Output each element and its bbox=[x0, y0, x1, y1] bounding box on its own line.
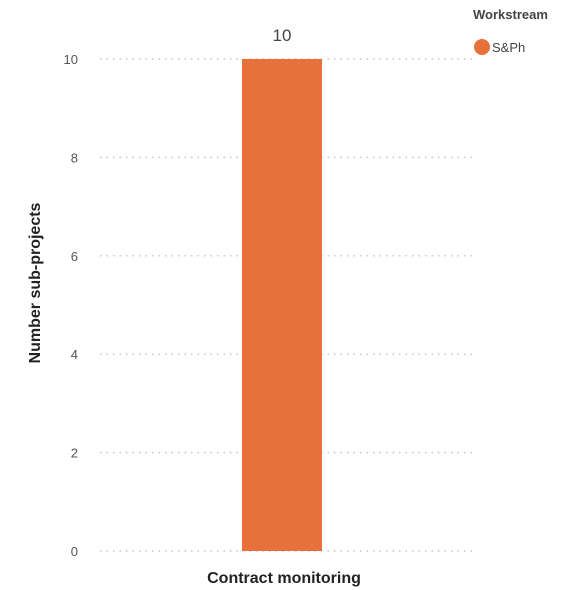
data-label: 10 bbox=[273, 26, 292, 45]
legend-item-label[interactable]: S&Ph bbox=[492, 40, 525, 55]
bars bbox=[242, 59, 322, 551]
legend-title: Workstream bbox=[473, 7, 548, 22]
legend-marker bbox=[474, 39, 490, 55]
x-category-label: Contract monitoring bbox=[207, 570, 361, 587]
x-axis-categories: Contract monitoring bbox=[207, 570, 361, 587]
y-tick-label: 4 bbox=[71, 347, 78, 362]
data-labels: 10 bbox=[273, 26, 292, 45]
bar[interactable] bbox=[242, 59, 322, 551]
y-tick-label: 10 bbox=[64, 52, 78, 67]
y-tick-label: 6 bbox=[71, 249, 78, 264]
y-axis-title: Number sub-projects bbox=[27, 202, 44, 363]
y-axis-ticks: 0 2 4 6 8 10 bbox=[64, 52, 78, 559]
y-tick-label: 8 bbox=[71, 150, 78, 165]
y-tick-label: 0 bbox=[71, 544, 78, 559]
y-tick-label: 2 bbox=[71, 446, 78, 461]
legend[interactable]: Workstream S&Ph bbox=[473, 7, 548, 55]
